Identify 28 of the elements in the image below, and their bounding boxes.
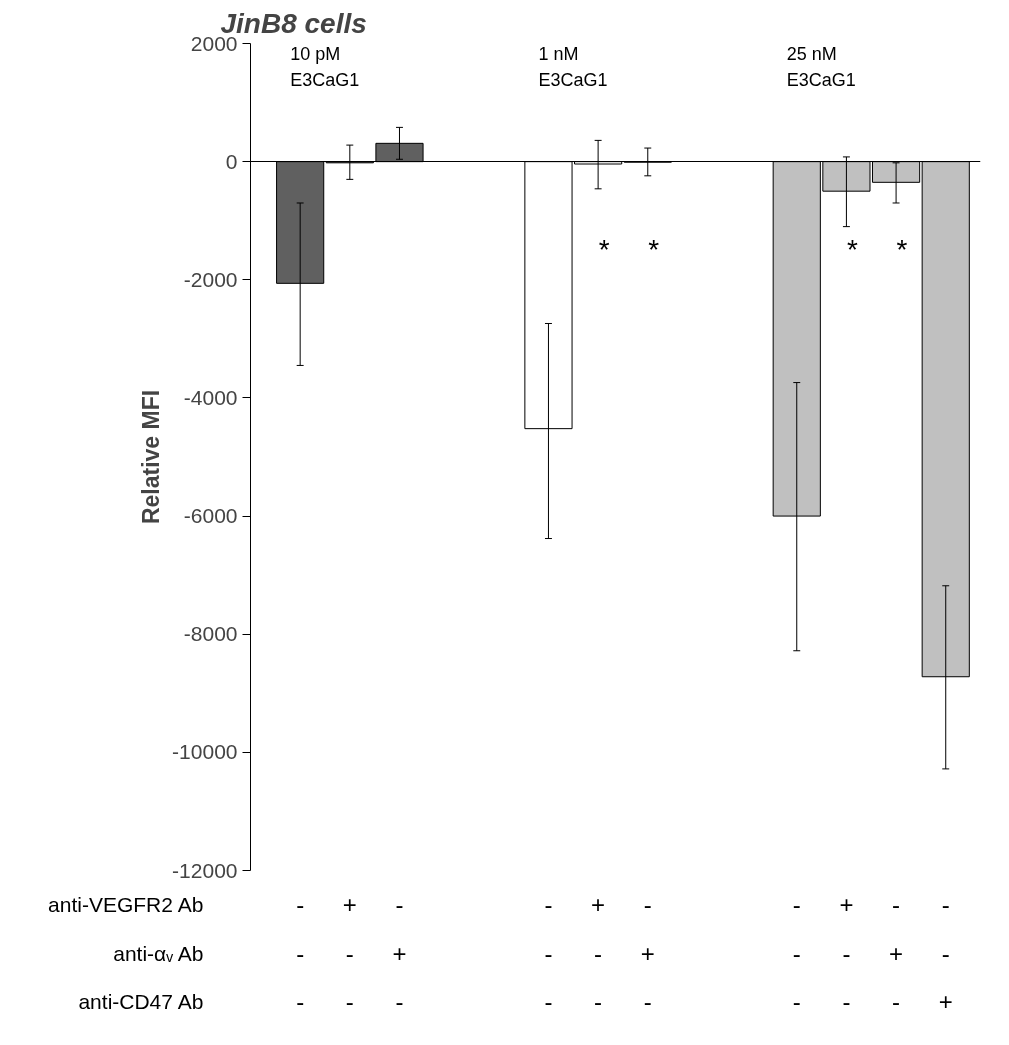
text: anti-VEGFR2 Ab	[48, 893, 204, 917]
x-tick-label: - + -	[640, 891, 655, 1015]
x-tick-label: - - +	[938, 891, 953, 1015]
y-tick-label: -8000	[183, 622, 238, 646]
text: anti-CD47 Ab	[78, 989, 204, 1013]
x-tick-label: - - -	[296, 891, 305, 1015]
x-tick-label: - - -	[544, 891, 553, 1015]
y-tick-label: 0	[225, 149, 238, 173]
annotation: *	[896, 233, 908, 265]
y-tick-label: -6000	[183, 504, 238, 528]
annotation: 25 nM E3CaG1	[786, 43, 856, 90]
annotation: 1 nM E3CaG1	[538, 43, 608, 90]
annotation: *	[598, 233, 610, 265]
y-tick-label: -4000	[183, 385, 238, 409]
text: anti-αᵥ Ab	[113, 941, 204, 965]
x-tick-label: - - -	[792, 891, 801, 1015]
annotation: *	[846, 233, 858, 265]
x-tick-label: + - -	[591, 891, 606, 1015]
annotation: *	[648, 233, 660, 265]
annotation: 10 pM E3CaG1	[290, 43, 360, 90]
y-tick-label: -2000	[183, 267, 238, 291]
y-axis-title: Relative MFI	[138, 389, 165, 525]
x-tick-label: + - -	[839, 891, 854, 1015]
y-tick-label: -10000	[172, 740, 238, 764]
y-tick-label: -12000	[172, 858, 238, 882]
x-tick-label: + - -	[342, 891, 357, 1015]
x-tick-label: - + -	[392, 891, 407, 1015]
x-tick-label: - + -	[889, 891, 904, 1015]
